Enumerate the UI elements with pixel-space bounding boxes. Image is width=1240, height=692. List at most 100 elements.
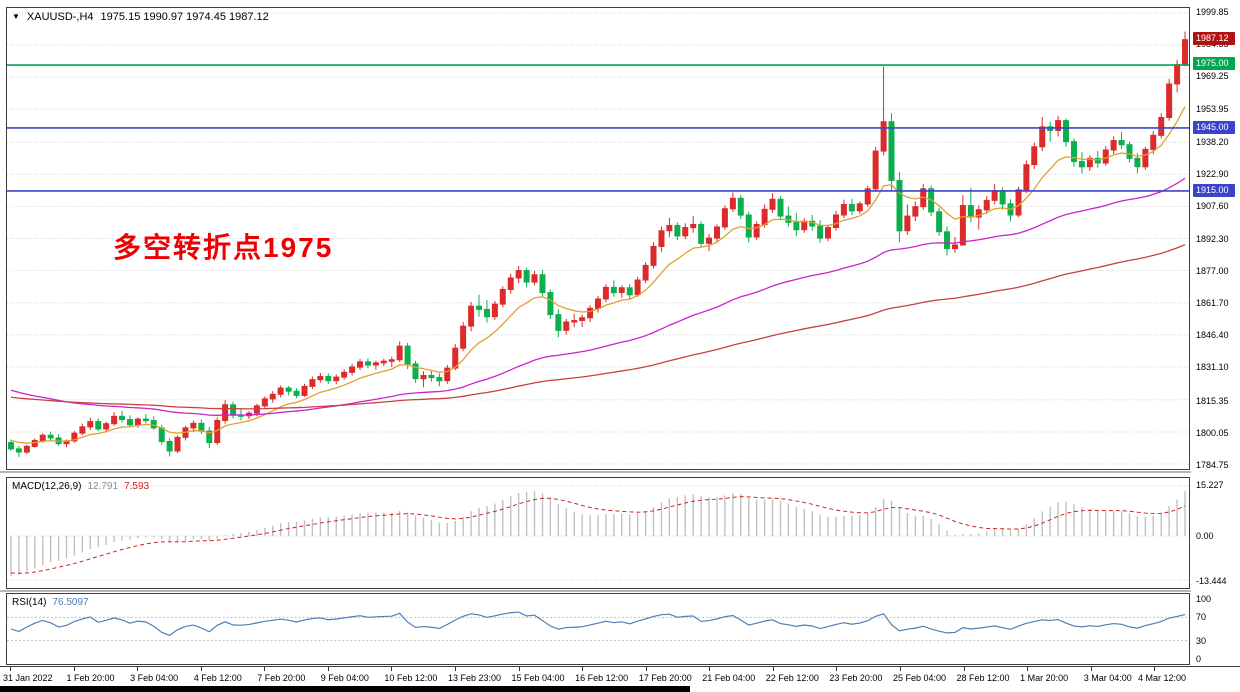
ma-fast-line: [10, 106, 1186, 444]
time-tick-mark: [836, 667, 838, 671]
candle-body: [674, 224, 681, 237]
time-tick-label: 1 Mar 20:00: [1020, 673, 1069, 683]
candle-body: [729, 197, 736, 210]
candle-body: [610, 286, 617, 294]
candle-body: [999, 190, 1006, 205]
candle-body: [952, 244, 958, 250]
candle-body: [904, 215, 911, 232]
time-tick-label: 16 Feb 12:00: [575, 673, 629, 683]
time-tick-mark: [645, 667, 647, 671]
candle-body: [714, 226, 720, 239]
time-tick-mark: [582, 667, 584, 671]
time-tick-label: 3 Mar 04:00: [1083, 673, 1132, 683]
panel-splitter[interactable]: [0, 471, 1240, 473]
macd-histogram: [10, 491, 1186, 577]
time-tick-mark: [963, 667, 965, 671]
price-tick-label: 1892.30: [1196, 233, 1229, 244]
candle-body: [777, 198, 784, 217]
time-tick-label: 13 Feb 23:00: [448, 673, 502, 683]
candle-body: [1118, 140, 1125, 146]
candle-body: [349, 366, 356, 373]
candle-body: [1158, 117, 1165, 136]
time-tick-label: 1 Feb 20:00: [66, 673, 115, 683]
candle-body: [626, 287, 633, 296]
candle-body: [634, 279, 641, 296]
candle-body: [769, 198, 776, 210]
candle-body: [531, 274, 538, 283]
candle-body: [404, 345, 411, 365]
time-tick-label: 28 Feb 12:00: [956, 673, 1010, 683]
candle-body: [476, 305, 482, 310]
candle-body: [1182, 39, 1189, 66]
main-chart-panel: ▼ XAUUSD-,H4 1975.15 1990.97 1974.45 198…: [6, 7, 1190, 470]
time-axis[interactable]: 31 Jan 2022 1 Feb 20:00 3 Feb 04:00 4 Feb 1…: [0, 666, 1240, 687]
price-level-label: 1915.00: [1193, 183, 1235, 197]
price-tick-label: 1969.25: [1196, 71, 1229, 82]
candle-body: [119, 415, 126, 421]
candle-body: [364, 361, 371, 366]
macd-tick-label: -13.444: [1196, 576, 1227, 586]
price-level-label: 1975.00: [1193, 57, 1235, 71]
candle-body: [793, 221, 800, 231]
rsi-tick-label: 30: [1196, 636, 1207, 646]
candle-body: [650, 245, 657, 266]
candle-body: [452, 347, 459, 369]
candle-body: [31, 440, 38, 447]
candle-body: [444, 367, 451, 382]
time-tick-label: 10 Feb 12:00: [384, 673, 438, 683]
ma-mid-line: [10, 177, 1186, 416]
candle-body: [856, 203, 863, 212]
candle-body: [555, 314, 562, 331]
candle-body: [166, 441, 173, 452]
rsi-tick-label: 100: [1196, 594, 1212, 604]
candle-body: [23, 445, 30, 453]
price-tick-label: 1938.20: [1196, 136, 1229, 147]
candle-body: [959, 205, 966, 246]
current-price-label: 1987.12: [1193, 31, 1235, 45]
rsi-canvas[interactable]: [7, 594, 1189, 664]
price-tick-label: 1877.00: [1196, 265, 1229, 276]
macd-tick-label: 15.227: [1196, 480, 1224, 490]
symbol-dropdown-icon[interactable]: ▼: [12, 12, 20, 21]
time-tick-mark: [709, 667, 711, 671]
price-level-label: 1945.00: [1193, 120, 1235, 134]
candle-body: [134, 418, 141, 426]
price-tick-label: 1815.35: [1196, 395, 1229, 406]
candle-body: [1094, 157, 1101, 164]
candle-body: [936, 211, 943, 233]
candle-body: [1078, 161, 1085, 168]
rsi-tick-label: 0: [1196, 654, 1202, 664]
price-tick-label: 1999.85: [1196, 7, 1229, 17]
rsi-label: RSI(14) 76.5097: [12, 597, 89, 608]
time-tick-label: 22 Feb 12:00: [765, 673, 819, 683]
candle-body: [412, 363, 419, 380]
candle-body: [87, 421, 94, 428]
candle-body: [1142, 148, 1149, 168]
candle-body: [79, 426, 86, 434]
macd-canvas[interactable]: [7, 478, 1189, 588]
rsi-tick-label: 70: [1196, 612, 1207, 622]
price-axis[interactable]: 1999.851984.551969.251953.951938.201922.…: [1191, 0, 1240, 666]
time-tick-label: 17 Feb 20:00: [638, 673, 692, 683]
macd-label: MACD(12,26,9) 12.791 7.593: [12, 481, 149, 492]
macd-tick-label: 0.00: [1196, 531, 1214, 541]
candle-body: [880, 121, 887, 152]
candle-body: [380, 360, 387, 364]
candle-body: [563, 321, 570, 331]
candle-body: [1070, 141, 1077, 163]
candle-body: [912, 206, 919, 217]
candle-body: [642, 264, 649, 281]
annotation-text[interactable]: 多空转折点1975: [113, 232, 334, 263]
candle-body: [206, 430, 213, 444]
panel-splitter[interactable]: [0, 590, 1240, 592]
candle-body: [261, 398, 268, 407]
time-tick-mark: [200, 667, 202, 671]
candle-body: [158, 427, 165, 443]
chart-title: ▼ XAUUSD-,H4 1975.15 1990.97 1974.45 198…: [12, 11, 269, 23]
time-tick-label: 15 Feb 04:00: [511, 673, 565, 683]
bottom-bar: [0, 686, 690, 692]
main-chart-canvas[interactable]: [7, 8, 1189, 469]
candle-body: [682, 227, 689, 237]
candle-body: [309, 379, 316, 387]
candle-body: [269, 393, 276, 400]
